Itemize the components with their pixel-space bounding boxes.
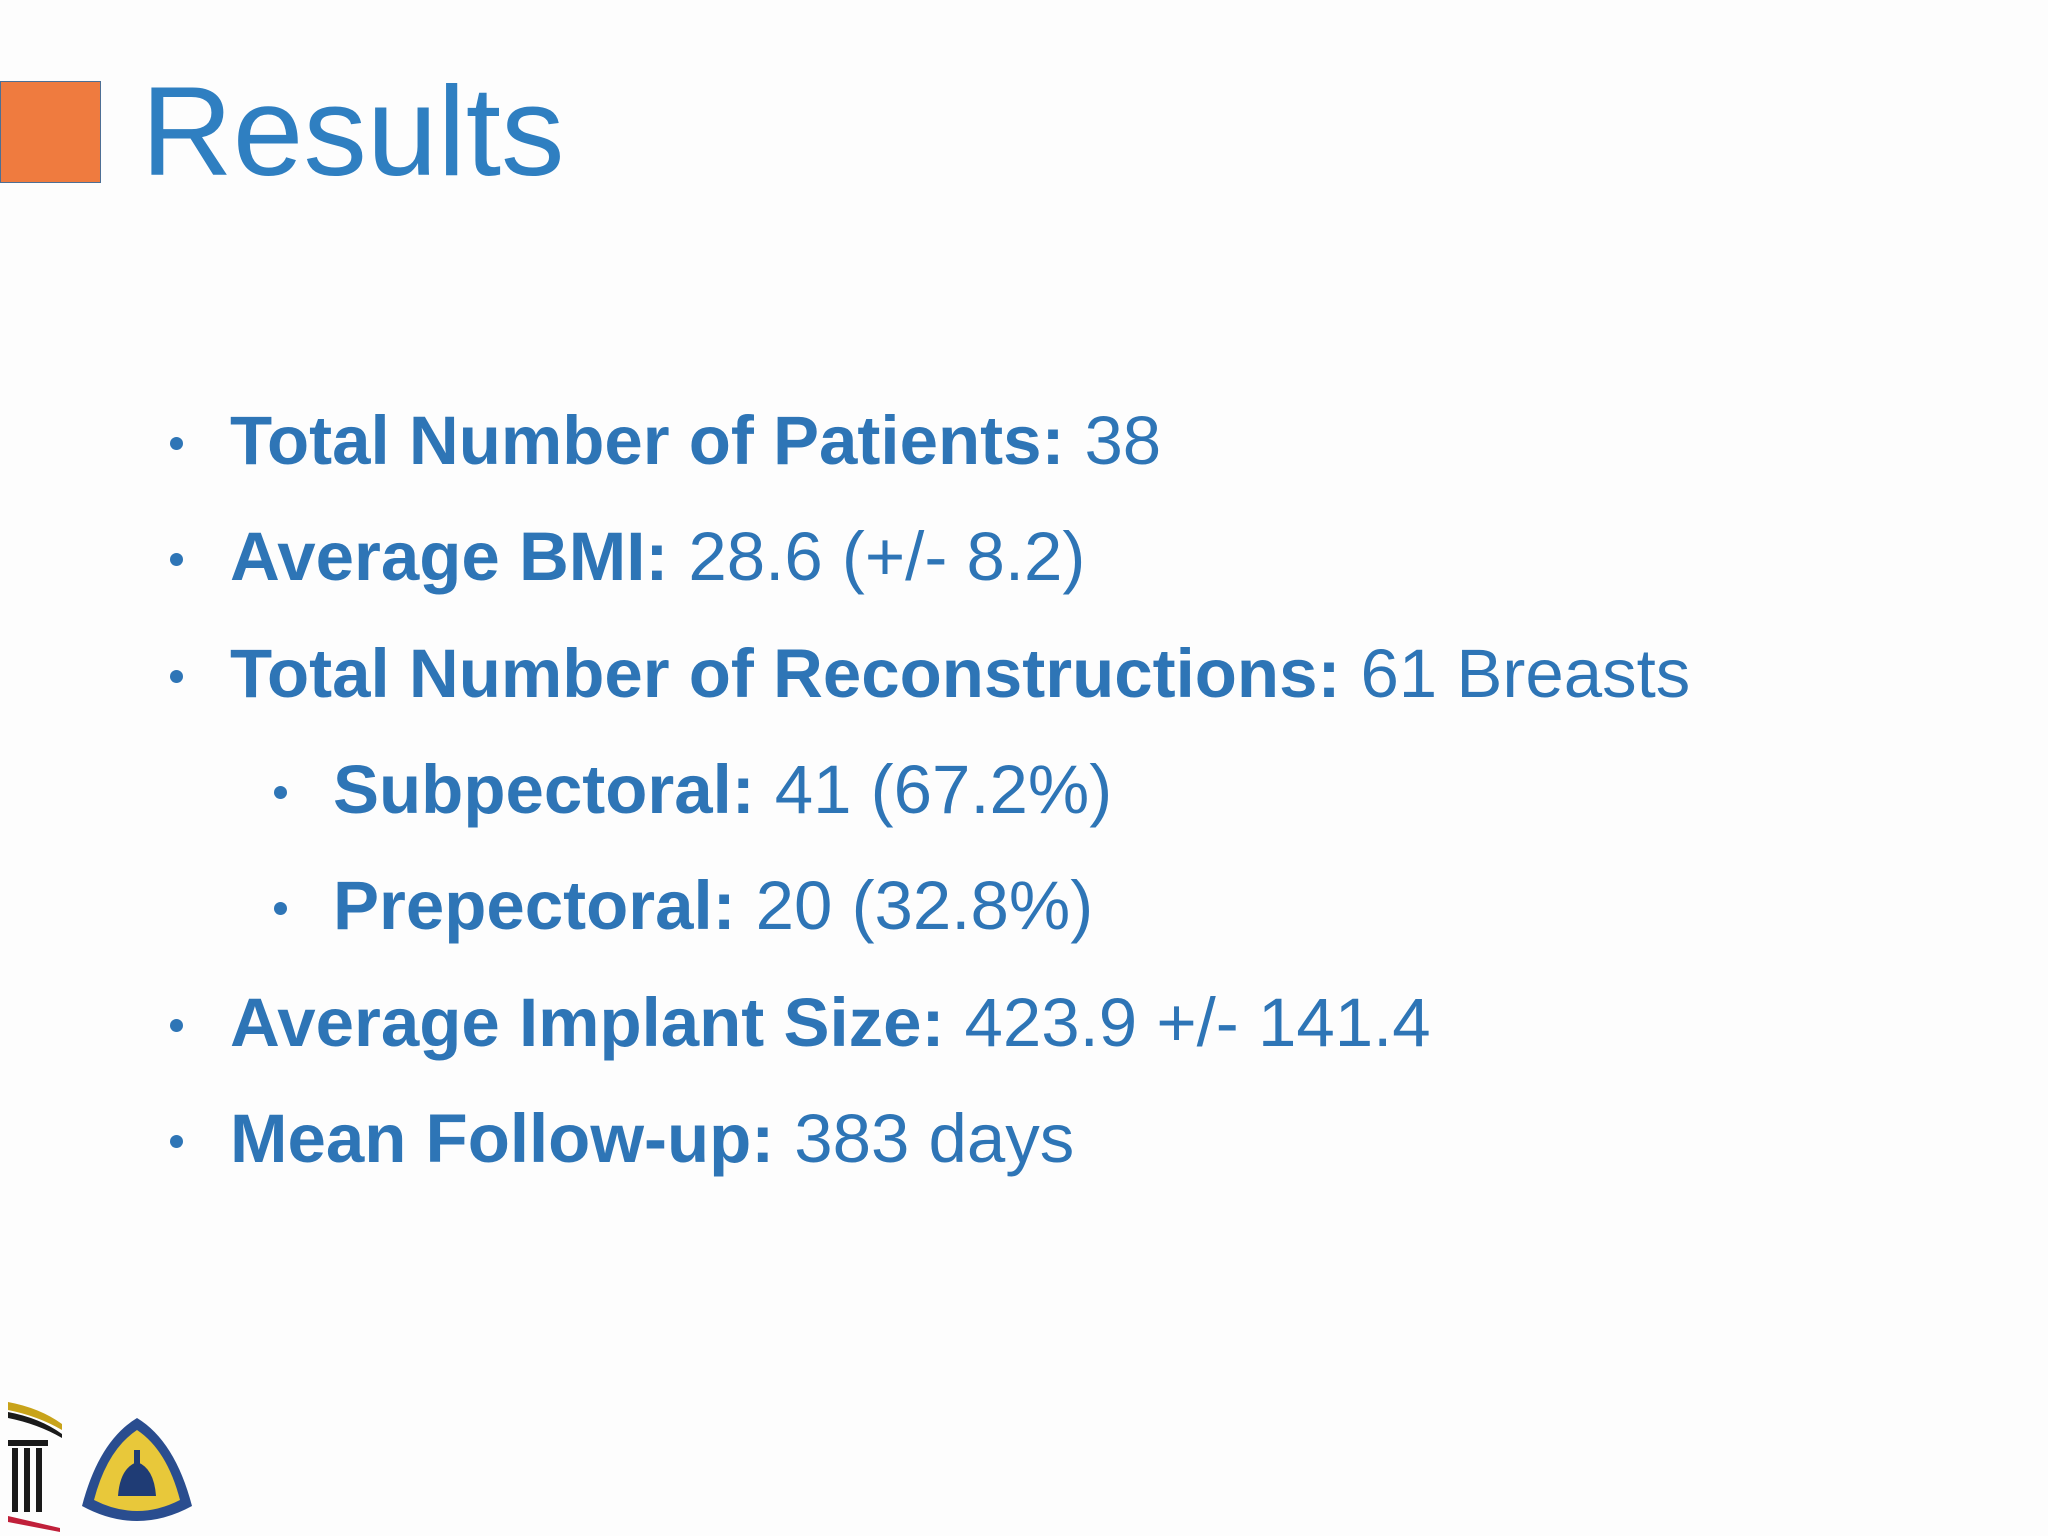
bullet-dot [274, 785, 287, 799]
bullet-value: 61 Breasts [1360, 634, 1691, 712]
slide-title: Results [141, 60, 565, 202]
bullet-item: Prepectoral: 20 (32.8%) [333, 871, 1093, 940]
logos [8, 1402, 192, 1532]
bullet-value: 41 (67.2%) [774, 750, 1113, 828]
bullet-value: 383 days [794, 1099, 1075, 1177]
bullet-label: Total Number of Reconstructions: [230, 634, 1341, 712]
bullet-dot [170, 1018, 183, 1032]
bullet-dot [170, 553, 183, 567]
bullet-value: 38 [1084, 402, 1162, 479]
bullet-label: Average Implant Size: [230, 983, 945, 1061]
bullet-value: 20 (32.8%) [755, 867, 1094, 945]
bullet-item: Total Number of Patients: 38 [230, 406, 1161, 475]
bullet-value: 423.9 +/- 141.4 [964, 983, 1431, 1061]
bullet-item: Average Implant Size: 423.9 +/- 141.4 [230, 988, 1431, 1057]
bullet-item: Mean Follow-up: 383 days [230, 1104, 1074, 1173]
bullet-label: Total Number of Patients: [230, 402, 1065, 479]
bullet-item: Average BMI: 28.6 (+/- 8.2) [230, 522, 1085, 591]
bullet-label: Mean Follow-up: [230, 1099, 775, 1177]
bullet-dot [170, 669, 183, 683]
bullet-item: Total Number of Reconstructions: 61 Breas… [230, 639, 1690, 708]
bullet-label: Average BMI: [230, 518, 669, 596]
bullet-dot [170, 1134, 183, 1148]
bullet-item: Subpectoral: 41 (67.2%) [333, 755, 1112, 824]
bullet-label: Prepectoral: [333, 867, 736, 945]
bullet-dot [274, 902, 287, 916]
bullet-dot [170, 437, 183, 450]
title-marker [0, 81, 101, 183]
bullet-value: 28.6 (+/- 8.2) [688, 518, 1086, 596]
bullet-label: Subpectoral: [333, 750, 755, 828]
